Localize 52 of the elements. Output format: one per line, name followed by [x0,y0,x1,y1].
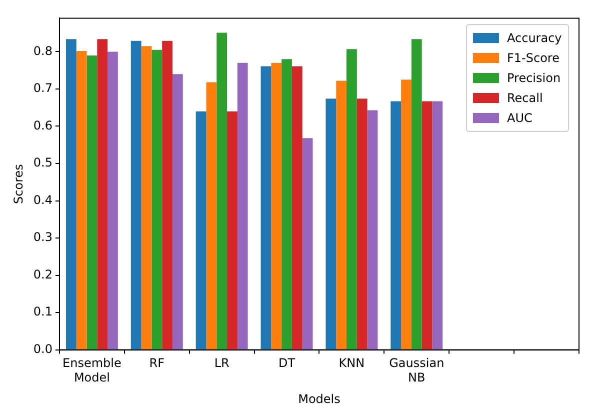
bar [108,52,118,350]
bar [172,74,183,350]
x-tick-label: Gaussian NB [389,356,444,385]
legend-label: F1-Score [507,51,560,66]
y-tick-label: 0.0 [33,342,52,356]
y-tick-label: 0.5 [33,156,52,170]
bar [336,80,347,350]
bar [260,66,272,350]
bar [432,101,443,350]
y-tick-label: 0.3 [33,230,52,244]
y-tick-label: 0.1 [33,304,52,319]
bar [97,39,108,350]
legend-label: AUC [507,111,532,126]
bar [141,46,152,350]
bar [162,40,172,350]
y-tick-label: 0.6 [33,118,52,132]
bar [66,39,76,350]
x-tick-label: KNN [338,356,365,370]
x-tick-label: RF [149,356,165,370]
bar [367,110,378,350]
x-tick-label: DT [278,356,296,370]
bar [326,98,336,350]
bar [152,50,162,350]
bar [390,101,402,350]
bar [196,111,206,350]
bar [216,32,228,350]
y-tick-label: 0.4 [33,192,52,207]
y-axis-title: Scores [11,164,26,204]
bar [76,50,87,350]
bar [401,80,412,350]
bar [282,59,292,350]
y-tick-label: 0.8 [33,44,52,58]
bar [422,101,432,350]
legend-label: Precision [507,71,561,86]
bar [346,49,357,350]
x-axis-title: Models [298,392,340,406]
bar [227,111,238,350]
bar [356,98,368,350]
bar [86,55,98,350]
x-tick-label: LR [214,356,230,370]
y-tick-label: 0.2 [33,267,52,282]
bar [271,62,282,350]
legend-label: Accuracy [507,31,562,46]
bar [237,62,248,350]
bar [292,66,302,350]
bar [302,138,313,350]
bar [411,39,422,350]
legend-label: Recall [507,91,543,106]
bar [130,40,142,350]
x-tick-label: Ensemble Model [62,356,122,385]
y-tick-label: 0.7 [33,81,52,96]
bar [206,82,217,350]
